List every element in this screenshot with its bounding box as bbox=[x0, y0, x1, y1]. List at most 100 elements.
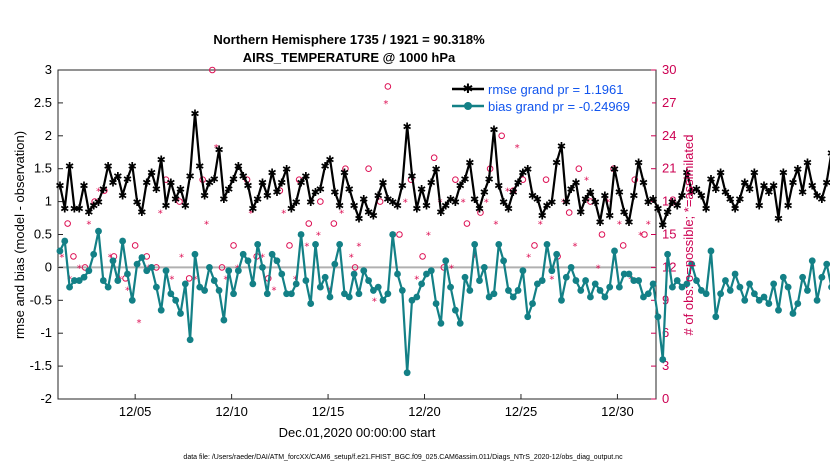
rmse-point: ✱ bbox=[190, 107, 199, 120]
obs-assimilated-point: * bbox=[549, 274, 554, 285]
bias-point bbox=[726, 287, 734, 294]
bias-point bbox=[813, 296, 821, 304]
rmse-point: ✱ bbox=[803, 157, 812, 170]
rmse-point: ✱ bbox=[152, 183, 161, 196]
legend-rmse-marker: ✱ bbox=[463, 82, 474, 97]
bias-point bbox=[456, 319, 464, 327]
y2-tick-label: 15 bbox=[662, 227, 676, 242]
rmse-point: ✱ bbox=[480, 186, 489, 199]
bias-point bbox=[519, 267, 527, 275]
rmse-point: ✱ bbox=[132, 196, 141, 209]
obs-assimilated-point: * bbox=[158, 209, 163, 220]
obs-assimilated-point: * bbox=[192, 274, 197, 285]
rmse-point: ✱ bbox=[595, 216, 604, 229]
rmse-line bbox=[58, 111, 830, 226]
rmse-point: ✱ bbox=[788, 176, 797, 189]
legend-box bbox=[446, 76, 652, 116]
bias-point bbox=[750, 290, 758, 298]
rmse-point: ✱ bbox=[812, 190, 821, 203]
bias-point bbox=[543, 240, 551, 248]
y-tick-label: 1.5 bbox=[34, 161, 52, 176]
rmse-point: ✱ bbox=[451, 196, 460, 209]
bias-point bbox=[678, 283, 686, 291]
bias-point bbox=[480, 264, 488, 271]
bias-point bbox=[620, 270, 628, 278]
bias-point bbox=[201, 287, 209, 294]
obs-possible-point bbox=[365, 165, 372, 172]
rmse-point: ✱ bbox=[89, 199, 98, 212]
rmse-point: ✱ bbox=[528, 190, 537, 203]
bias-point bbox=[514, 287, 522, 294]
rmse-point: ✱ bbox=[533, 193, 542, 206]
bias-point bbox=[109, 257, 117, 265]
legend-bias-marker bbox=[464, 102, 472, 110]
obs-assimilated-point: * bbox=[372, 296, 377, 307]
bias-point bbox=[500, 257, 508, 265]
chart-subtitle: AIRS_TEMPERATURE @ 1000 hPa bbox=[243, 50, 456, 65]
rmse-point: ✱ bbox=[340, 166, 349, 179]
bias-point bbox=[567, 264, 575, 271]
obs-assimilated-point: * bbox=[356, 241, 361, 252]
obs-possible-point bbox=[81, 264, 89, 271]
rmse-point: ✱ bbox=[764, 186, 773, 199]
rmse-point: ✱ bbox=[634, 157, 643, 170]
obs-assimilated-point: * bbox=[538, 220, 543, 231]
bias-point bbox=[702, 290, 710, 298]
rmse-point: ✱ bbox=[321, 160, 330, 173]
y-tick-label: 3 bbox=[45, 62, 52, 77]
rmse-point: ✱ bbox=[446, 193, 455, 206]
rmse-point: ✱ bbox=[726, 193, 735, 206]
bias-point bbox=[673, 277, 681, 284]
obs-possible-point bbox=[70, 253, 77, 260]
obs-assimilated-point: * bbox=[572, 241, 577, 252]
bias-point bbox=[659, 356, 667, 363]
rmse-point: ✱ bbox=[60, 203, 69, 216]
rmse-point: ✱ bbox=[485, 173, 494, 186]
bias-point bbox=[427, 267, 435, 275]
rmse-point: ✱ bbox=[176, 183, 185, 196]
bias-point bbox=[746, 280, 753, 288]
rmse-point: ✱ bbox=[822, 176, 830, 189]
bias-point bbox=[538, 277, 546, 284]
rmse-point: ✱ bbox=[706, 173, 715, 186]
bias-point bbox=[345, 293, 353, 301]
rmse-point: ✱ bbox=[513, 176, 522, 189]
bias-point bbox=[447, 283, 454, 291]
rmse-point: ✱ bbox=[721, 186, 730, 199]
rmse-point: ✱ bbox=[296, 176, 305, 189]
rmse-point: ✱ bbox=[557, 140, 566, 153]
obs-possible-point bbox=[531, 242, 538, 249]
footer-filepath: data file: /Users/raeder/DAI/ATM_forcXX/… bbox=[183, 454, 623, 461]
rmse-point: ✱ bbox=[740, 176, 749, 189]
bias-point bbox=[210, 277, 218, 284]
obs-possible-point bbox=[619, 242, 627, 249]
rmse-point: ✱ bbox=[827, 147, 830, 160]
obs-assimilated-point: * bbox=[505, 187, 510, 198]
bias-point bbox=[95, 227, 102, 235]
y2-axis-label: # of obs: o=possible; *=assimilated bbox=[681, 135, 696, 336]
bias-point bbox=[635, 277, 643, 284]
rmse-point: ✱ bbox=[735, 193, 744, 206]
y-tick-label: 0 bbox=[45, 259, 52, 274]
obs-possible-point bbox=[430, 154, 438, 162]
rmse-point: ✱ bbox=[369, 209, 378, 222]
bias-point bbox=[263, 290, 271, 298]
obs-possible-point bbox=[542, 176, 550, 183]
bias-point bbox=[152, 283, 160, 291]
rmse-point: ✱ bbox=[798, 186, 807, 199]
y2-tick-label: 21 bbox=[662, 161, 676, 176]
bias-point bbox=[562, 273, 570, 281]
bias-point bbox=[66, 283, 73, 291]
bias-point bbox=[601, 293, 609, 301]
rmse-point: ✱ bbox=[687, 186, 696, 199]
obs-possible-point bbox=[384, 83, 392, 90]
x-tick-label: 12/05 bbox=[119, 404, 152, 419]
bias-point bbox=[779, 273, 787, 281]
obs-assimilated-point: * bbox=[461, 198, 466, 209]
rmse-point: ✱ bbox=[460, 173, 469, 186]
rmse-point: ✱ bbox=[417, 183, 426, 196]
rmse-point: ✱ bbox=[113, 170, 122, 183]
rmse-point: ✱ bbox=[422, 199, 431, 212]
obs-possible-point bbox=[209, 66, 216, 74]
